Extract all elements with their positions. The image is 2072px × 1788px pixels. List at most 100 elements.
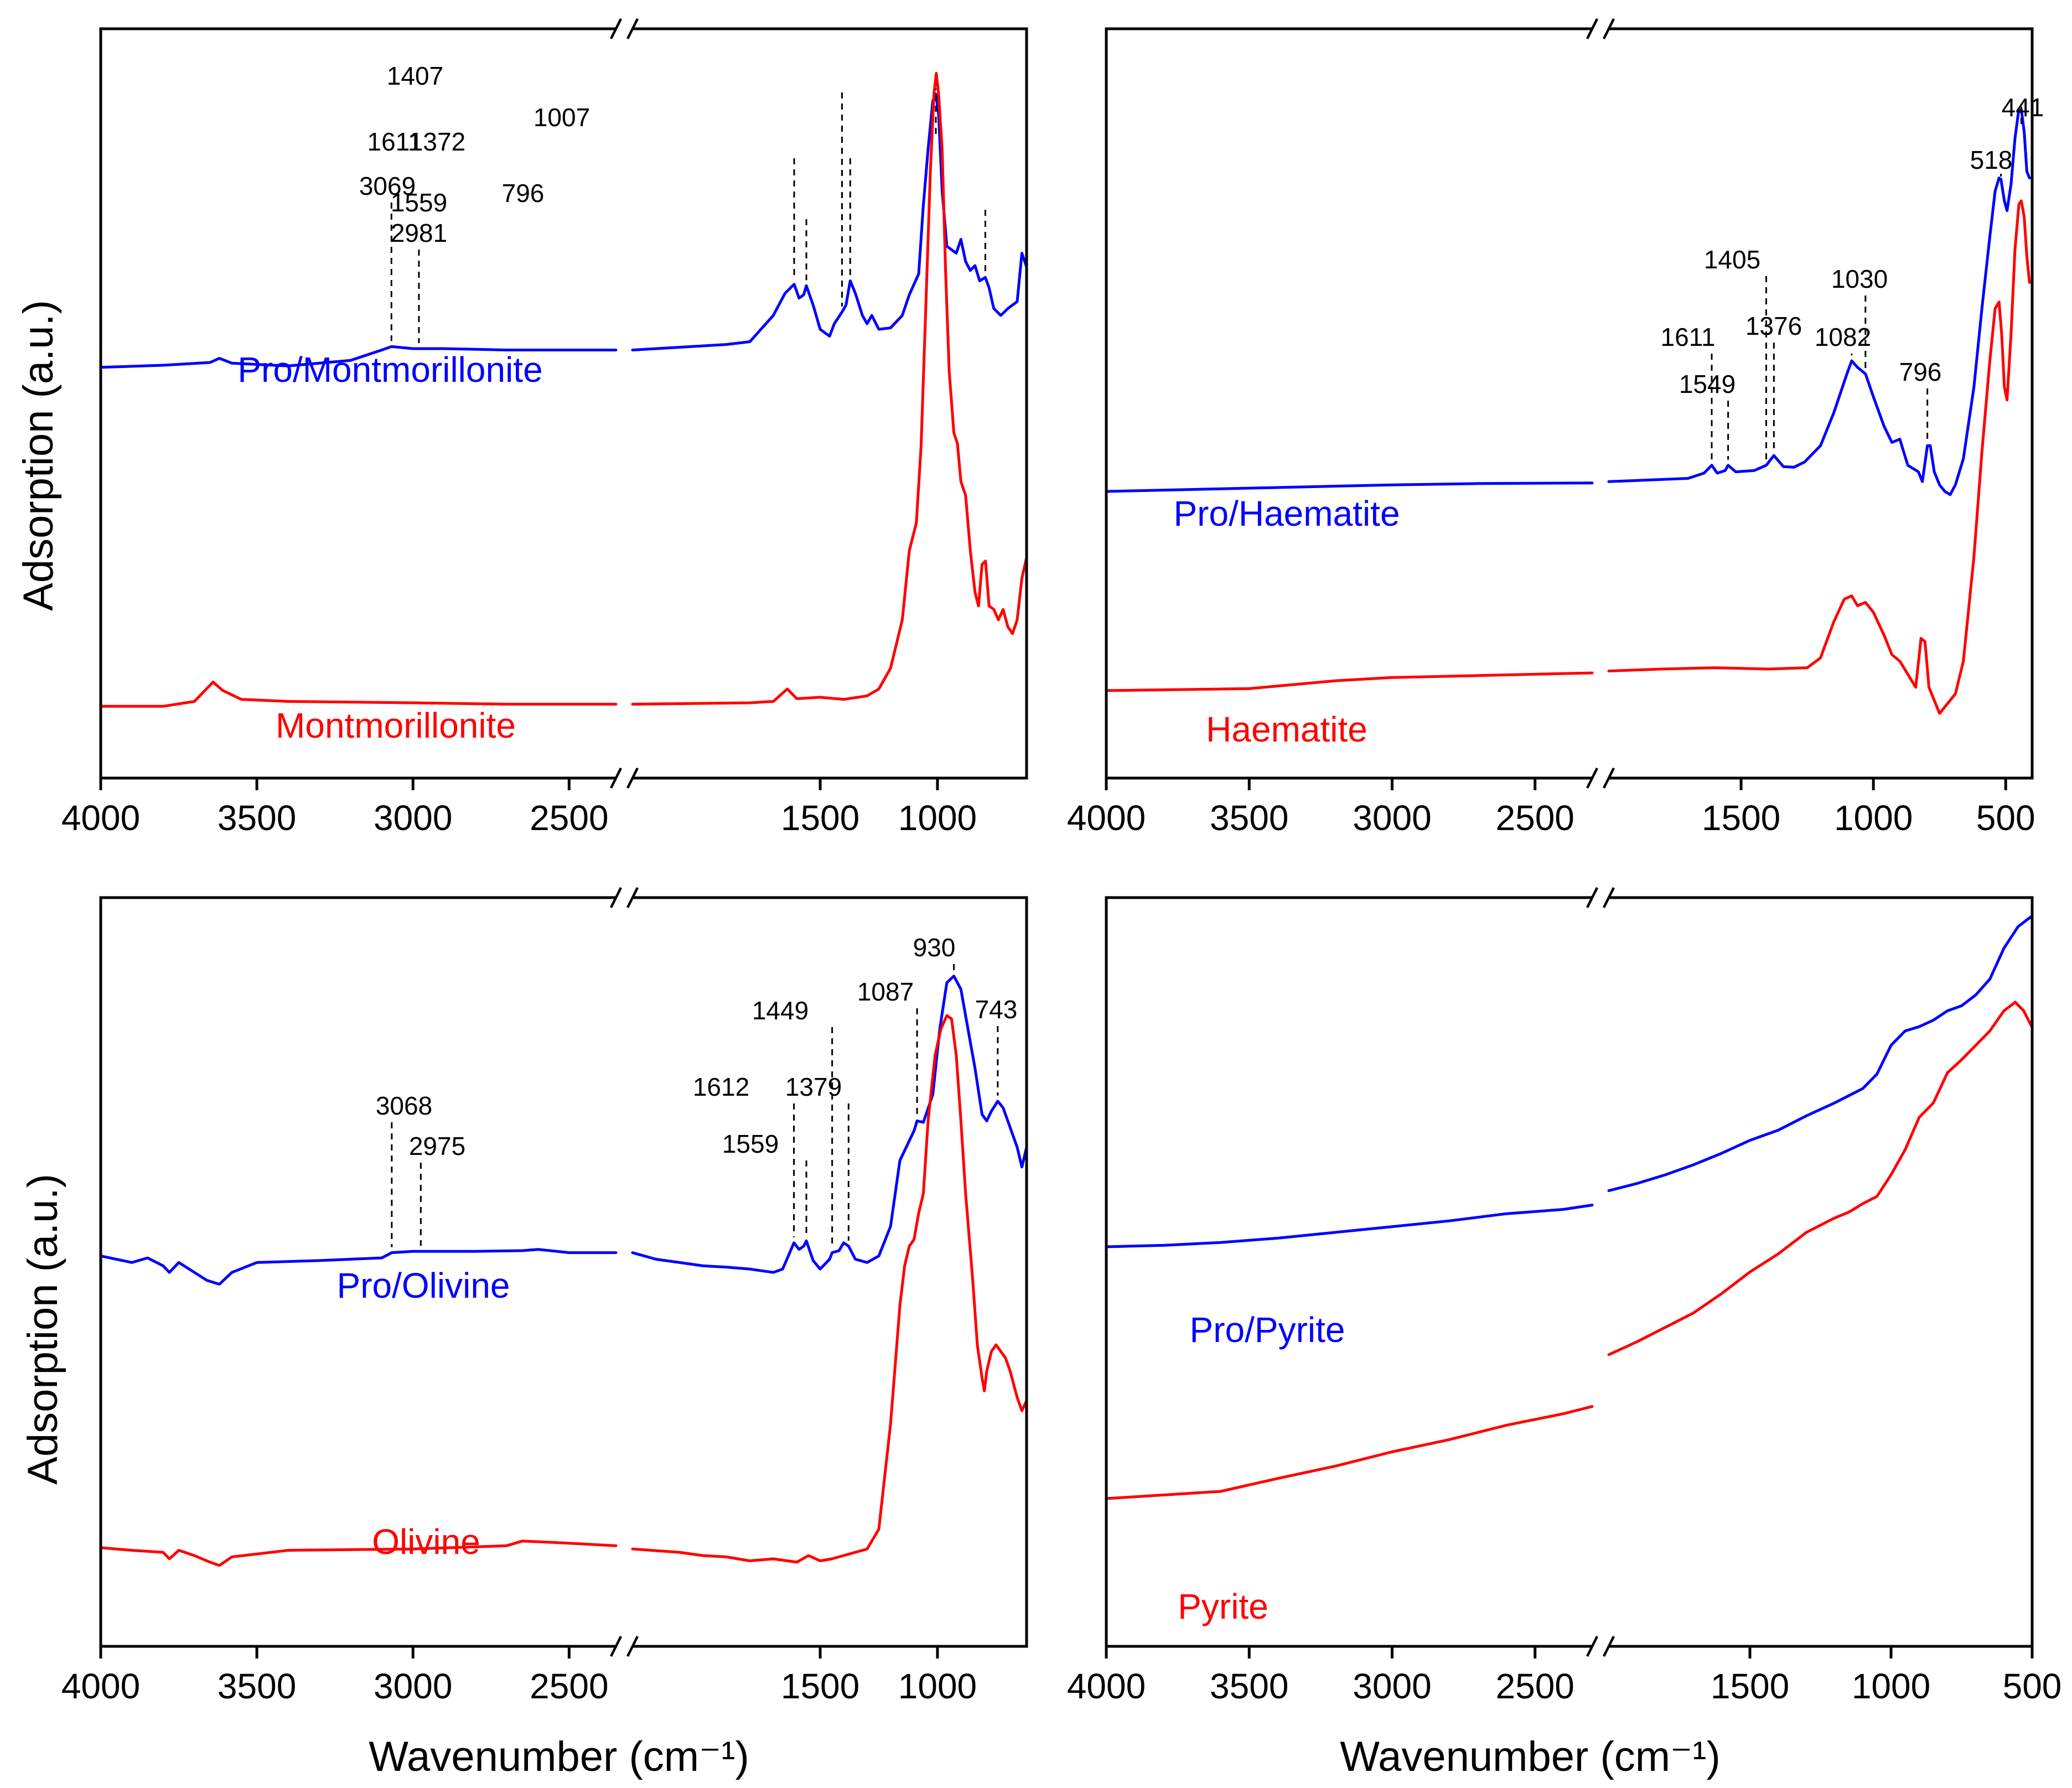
series-line-olivine-seg1	[99, 1540, 618, 1567]
axis-break-mark	[1602, 767, 1615, 789]
x-tick-label-2500: 2500	[530, 1666, 608, 1706]
peak-label-3068: 3068	[376, 1091, 432, 1120]
x-tick-label-2500: 2500	[1496, 1666, 1574, 1706]
peak-label-1407: 1407	[387, 61, 443, 90]
peak-label-1087: 1087	[857, 977, 914, 1006]
x-tick-label-1000: 1000	[898, 798, 977, 838]
peak-label-2975: 2975	[409, 1132, 465, 1160]
legend-label-pro-pyrite: Pro/Pyrite	[1190, 1310, 1345, 1350]
series-line-pyrite-seg2	[1607, 1001, 2034, 1356]
series-line-pyrite-seg1	[1105, 1405, 1594, 1500]
axis-break-mark	[1602, 1635, 1615, 1657]
x-tick-label-4000: 4000	[1067, 798, 1146, 838]
peak-label-2981: 2981	[391, 219, 447, 247]
x-tick-label-3500: 3500	[217, 798, 296, 838]
peak-label-1372: 1372	[409, 127, 465, 156]
peak-label-1559: 1559	[722, 1129, 779, 1158]
series-line-haematite-seg2	[1607, 199, 2031, 715]
series-line-pro-haematite-seg1	[1105, 481, 1594, 493]
peak-label-1082: 1082	[1815, 323, 1871, 351]
plot-frame	[1105, 27, 2034, 780]
x-tick-label-1500: 1500	[781, 1666, 859, 1706]
axis-break-mark	[1586, 887, 1599, 909]
peak-label-1559: 1559	[391, 188, 447, 217]
peak-label-1007: 1007	[533, 103, 590, 132]
peak-label-930: 930	[913, 933, 956, 962]
peak-label-1549: 1549	[1679, 370, 1736, 398]
y-axis-label-bottom: Adsorption (a.u.)	[19, 1174, 66, 1485]
x-axis-label-right: Wavenumber (cm⁻¹)	[1340, 1733, 1721, 1780]
axis-break-mark	[1586, 767, 1599, 789]
series-line-haematite-seg1	[1105, 671, 1594, 692]
axis-break-gap	[1593, 24, 1608, 33]
x-tick-label-500: 500	[1976, 798, 2035, 838]
series-line-pro-montmorillonite-seg1	[99, 345, 618, 369]
peak-label-1611: 1611	[367, 127, 422, 156]
x-tick-label-1000: 1000	[1852, 1666, 1930, 1706]
x-tick-label-1500: 1500	[1702, 798, 1780, 838]
plot-frame	[99, 27, 1028, 780]
panel-bottom-right: Pro/Pyrite Pyrite 4000 3500 3000 2500 1500 1000…	[1067, 887, 2062, 1706]
series-line-olivine-seg2	[631, 1014, 1028, 1564]
x-axis-label-left: Wavenumber (cm⁻¹)	[369, 1733, 749, 1780]
peak-label-1611: 1611	[1661, 323, 1716, 351]
axis-break-mark	[609, 1635, 623, 1657]
x-tick-label-2500: 2500	[530, 798, 608, 838]
peak-label-1405: 1405	[1704, 245, 1760, 274]
x-tick-label-500: 500	[2003, 1666, 2062, 1706]
series-line-montmorillonite-seg1	[99, 681, 618, 708]
legend-label-olivine: Olivine	[372, 1522, 480, 1562]
legend-label-montmorillonite: Montmorillonite	[276, 706, 516, 745]
axis-break-gap	[1593, 774, 1608, 782]
axis-break-mark	[626, 767, 639, 789]
x-tick-label-3000: 3000	[374, 798, 452, 838]
x-tick-label-2500: 2500	[1496, 798, 1574, 838]
axis-break-gap	[617, 774, 632, 782]
peak-label-1449: 1449	[752, 996, 809, 1025]
axis-break-gap	[1593, 893, 1608, 902]
axis-break-mark	[626, 1635, 639, 1657]
peak-label-1379: 1379	[785, 1072, 842, 1101]
plot-frame	[1105, 896, 2034, 1648]
peak-label-743: 743	[975, 995, 1018, 1024]
series-line-pro-olivine-seg1	[99, 1248, 618, 1286]
x-tick-label-3000: 3000	[374, 1666, 452, 1706]
x-tick-label-3000: 3000	[1353, 1666, 1431, 1706]
legend-label-pro-olivine: Pro/Olivine	[337, 1266, 510, 1305]
peak-label-1376: 1376	[1745, 312, 1802, 340]
x-tick-label-4000: 4000	[61, 1666, 140, 1706]
series-line-pro-olivine-seg2	[631, 975, 1028, 1274]
axis-break-mark	[1602, 18, 1615, 40]
legend-label-pro-montmorillonite: Pro/Montmorillonite	[237, 350, 542, 390]
series-line-pro-haematite-seg2	[1607, 108, 2031, 496]
x-tick-label-1000: 1000	[898, 1666, 977, 1706]
panel-top-left: Pro/Montmorillonite Montmorillonite 3069 29…	[61, 18, 1028, 838]
series-line-pro-pyrite-seg2	[1607, 914, 2034, 1193]
axis-break-gap	[1593, 1642, 1608, 1651]
x-tick-label-4000: 4000	[61, 798, 140, 838]
axis-break-gap	[617, 1642, 632, 1651]
axis-break-gap	[617, 24, 632, 33]
legend-label-pro-haematite: Pro/Haematite	[1173, 494, 1400, 533]
peak-label-441: 441	[2002, 93, 2044, 122]
series-line-pro-montmorillonite-seg2	[631, 92, 1028, 351]
x-tick-label-3000: 3000	[1353, 798, 1431, 838]
legend-label-haematite: Haematite	[1206, 709, 1367, 749]
y-axis-label-top: Adsorption (a.u.)	[15, 300, 62, 611]
x-tick-label-1000: 1000	[1834, 798, 1913, 838]
x-tick-label-1500: 1500	[1711, 1666, 1789, 1706]
x-tick-label-3500: 3500	[217, 1666, 296, 1706]
panel-top-right: Pro/Haematite Haematite 1611 1549 1405 1376 10…	[1067, 18, 2044, 838]
x-tick-label-3500: 3500	[1210, 798, 1288, 838]
x-tick-label-1500: 1500	[781, 798, 859, 838]
axis-break-mark	[609, 767, 623, 789]
peak-label-796: 796	[1899, 357, 1942, 386]
plot-frame	[99, 896, 1028, 1648]
axis-break-mark	[626, 887, 639, 909]
peak-label-796: 796	[502, 179, 545, 208]
axis-break-mark	[1586, 18, 1599, 40]
axis-break-mark	[1602, 887, 1615, 909]
axis-break-mark	[609, 18, 623, 40]
legend-label-pyrite: Pyrite	[1178, 1587, 1268, 1626]
